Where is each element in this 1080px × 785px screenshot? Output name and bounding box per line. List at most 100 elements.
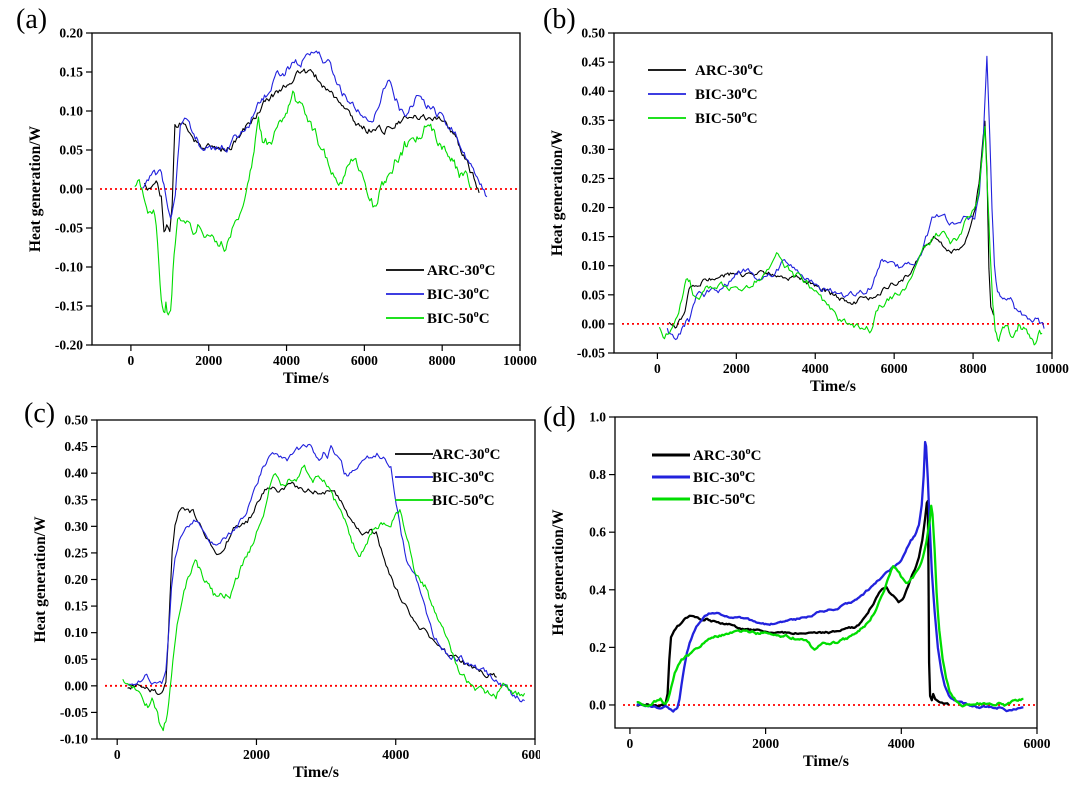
x-tick-label: 0 <box>627 736 634 751</box>
x-axis-title: Time/s <box>293 764 339 781</box>
series-line-bic-30-c <box>636 440 1024 713</box>
series-line-arc-30-c <box>143 68 480 233</box>
y-tick-label: 0.05 <box>59 143 83 158</box>
y-tick-label: 0.20 <box>64 572 88 587</box>
y-tick-label: 0.25 <box>64 545 88 560</box>
panel-c-chart: 0 2000 4000 6000 0.50 0.45 0.40 0.35 0.30 0.25 0.2… <box>32 413 541 782</box>
panel-c-letter: (c) <box>24 398 56 429</box>
y-tick-label: 0.00 <box>64 678 88 693</box>
series-line-bic-30-c <box>142 50 488 219</box>
legend-label-arc-30-c: ARC-30oC <box>695 61 763 79</box>
series-line-arc-30-c <box>127 481 497 695</box>
series-line-bic-50-c <box>134 90 472 316</box>
legend-label-bic-30-c: BIC-30oC <box>432 468 495 486</box>
y-tick-label: 0.25 <box>581 171 605 186</box>
series-line-arc-30-c <box>668 120 995 329</box>
x-tick-label: 0 <box>114 747 121 762</box>
x-tick-label: 2000 <box>723 361 750 376</box>
panel-d-chart: 0 2000 4000 6000 1.0 0.8 0.6 0.4 0.2 0.0 Time/s Hea… <box>550 410 1051 771</box>
x-tick-label: 6000 <box>522 747 541 762</box>
panel-d-letter: (d) <box>543 402 576 433</box>
x-tick-label: 4000 <box>382 747 409 762</box>
y-axis-title: Heat generation/W <box>549 129 566 256</box>
legend-label-bic-50-c: BIC-50oC <box>693 490 756 508</box>
y-tick-label: 0.35 <box>64 492 88 507</box>
panel-b-chart: 0 2000 4000 6000 8000 10000 0.50 0.45 0.40 0.35 0.… <box>549 26 1069 393</box>
legend-label-bic-50-c: BIC-50oC <box>432 491 495 509</box>
series-line-bic-50-c <box>122 464 526 732</box>
legend-label-bic-30-c: BIC-30oC <box>695 85 758 103</box>
y-tick-label: 0.4 <box>589 582 606 597</box>
series-line-bic-30-c <box>666 55 1045 341</box>
x-tick-label: 6000 <box>1024 736 1051 751</box>
y-axis-title: Heat generation/W <box>32 516 49 643</box>
x-tick-label: 10000 <box>503 353 537 368</box>
y-tick-label: 0.8 <box>589 467 606 482</box>
y-tick-label: 0.00 <box>581 316 605 331</box>
y-tick-label: 0.35 <box>581 113 605 128</box>
y-tick-label: -0.05 <box>577 346 605 361</box>
legend-label-arc-30-c: ARC-30oC <box>693 446 761 464</box>
panel-a: 0 2000 4000 6000 8000 10000 0.20 0.15 0.10 0.05 0.… <box>0 0 540 392</box>
plot-box <box>614 416 1038 729</box>
series-line-bic-30-c <box>127 443 525 703</box>
x-tick-label: 4000 <box>888 736 915 751</box>
series-line-bic-50-c <box>636 504 1024 708</box>
y-tick-label: -0.05 <box>60 705 88 720</box>
x-tick-label: 6000 <box>351 353 378 368</box>
x-tick-label: 6000 <box>881 361 908 376</box>
x-axis-title: Time/s <box>810 378 856 392</box>
legend-label-arc-30-c: ARC-30oC <box>427 261 495 279</box>
panel-d: 0 2000 4000 6000 1.0 0.8 0.6 0.4 0.2 0.0 Time/s Hea… <box>540 392 1080 785</box>
y-tick-label: 0.50 <box>64 413 88 428</box>
x-axis-title: Time/s <box>283 370 329 387</box>
y-tick-label: 0.20 <box>59 26 83 41</box>
x-tick-label: 8000 <box>960 361 987 376</box>
y-tick-label: 1.0 <box>589 410 606 425</box>
y-axis-title: Heat generation/W <box>27 125 44 252</box>
x-tick-label: 4000 <box>802 361 829 376</box>
x-tick-label: 0 <box>654 361 661 376</box>
x-axis-title: Time/s <box>803 753 849 770</box>
x-tick-label: 2000 <box>752 736 779 751</box>
y-tick-label: 0.15 <box>59 65 83 80</box>
y-tick-label: 0.50 <box>581 26 605 41</box>
y-tick-label: 0.10 <box>64 625 88 640</box>
y-tick-label: -0.15 <box>55 299 83 314</box>
y-tick-label: 0.30 <box>581 142 605 157</box>
y-tick-label: 0.15 <box>64 599 88 614</box>
panel-a-chart: 0 2000 4000 6000 8000 10000 0.20 0.15 0.10 0.05 0.… <box>27 26 537 388</box>
y-tick-label: -0.10 <box>60 732 88 747</box>
x-tick-label: 2000 <box>243 747 270 762</box>
y-tick-label: 0.10 <box>59 104 83 119</box>
y-tick-label: 0.05 <box>581 287 605 302</box>
y-tick-label: 0.0 <box>589 697 606 712</box>
x-tick-label: 4000 <box>273 353 300 368</box>
y-tick-label: 0.30 <box>64 519 88 534</box>
y-tick-label: 0.6 <box>589 525 606 540</box>
legend-label-arc-30-c: ARC-30oC <box>432 445 500 463</box>
panel-b-letter: (b) <box>543 4 576 35</box>
y-axis-title: Heat generation/W <box>550 509 567 636</box>
series-line-arc-30-c <box>636 499 950 708</box>
x-tick-label: 0 <box>128 353 135 368</box>
y-tick-label: -0.20 <box>55 338 83 353</box>
x-tick-label: 10000 <box>1035 361 1069 376</box>
legend-label-bic-50-c: BIC-50oC <box>695 109 758 127</box>
y-tick-label: 0.15 <box>581 229 605 244</box>
y-tick-label: 0.05 <box>64 652 88 667</box>
legend-label-bic-30-c: BIC-30oC <box>427 285 490 303</box>
legend-label-bic-50-c: BIC-50oC <box>427 309 490 327</box>
y-tick-label: 0.2 <box>589 640 606 655</box>
legend-label-bic-30-c: BIC-30oC <box>693 468 756 486</box>
y-tick-label: 0.40 <box>581 84 605 99</box>
y-tick-label: 0.00 <box>59 182 83 197</box>
y-tick-label: 0.45 <box>581 55 605 70</box>
y-tick-label: -0.05 <box>55 221 83 236</box>
panel-c: 0 2000 4000 6000 0.50 0.45 0.40 0.35 0.30 0.25 0.2… <box>0 392 540 785</box>
x-tick-label: 2000 <box>195 353 222 368</box>
plot-box <box>613 32 1053 354</box>
y-tick-label: 0.20 <box>581 200 605 215</box>
y-tick-label: 0.10 <box>581 258 605 273</box>
